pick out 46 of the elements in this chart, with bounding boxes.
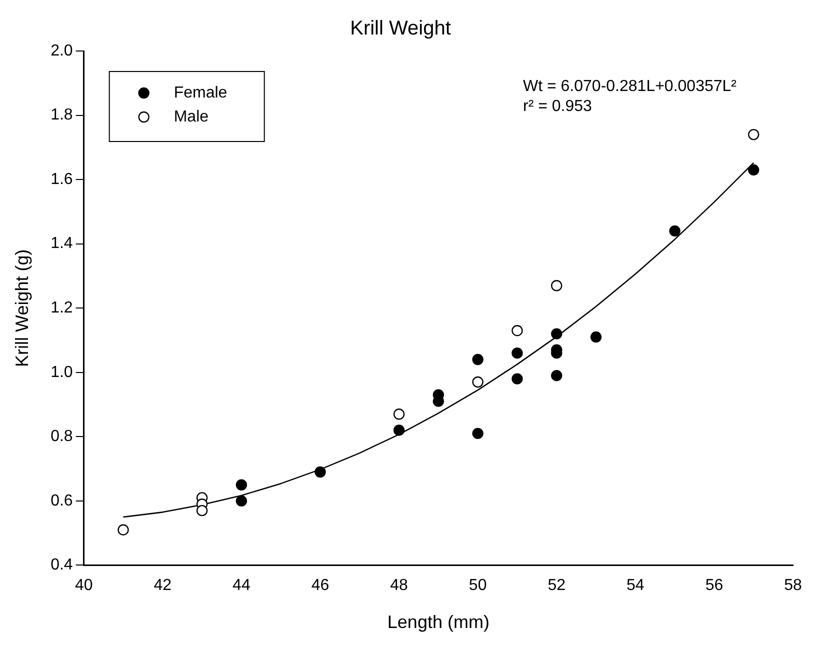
annotation: r² = 0.953 bbox=[523, 98, 592, 115]
x-tick-label: 58 bbox=[784, 577, 802, 594]
point bbox=[512, 347, 523, 359]
y-tick-label: 0.4 bbox=[50, 556, 73, 574]
point bbox=[551, 280, 562, 292]
point bbox=[551, 370, 562, 382]
y-tick-label: 1.2 bbox=[50, 300, 73, 317]
point bbox=[472, 428, 484, 440]
x-tick-label: 56 bbox=[705, 577, 724, 594]
y-axis-title: Krill Weight (g) bbox=[12, 249, 32, 367]
point bbox=[393, 408, 405, 420]
x-tick-label: 48 bbox=[390, 577, 408, 594]
point bbox=[196, 504, 208, 516]
x-tick-label: 46 bbox=[311, 577, 330, 594]
point bbox=[236, 495, 248, 507]
point bbox=[669, 225, 680, 237]
y-tick-label: 1.6 bbox=[50, 170, 73, 188]
legend-label: Male bbox=[174, 108, 209, 126]
point bbox=[512, 373, 523, 384]
point bbox=[512, 324, 523, 336]
y-tick-label: 1.4 bbox=[50, 235, 73, 252]
point bbox=[393, 424, 405, 436]
point bbox=[314, 466, 326, 478]
y-tick-label: 0.8 bbox=[50, 428, 73, 446]
point bbox=[748, 128, 760, 140]
chart-title: Krill Weight bbox=[350, 18, 452, 40]
y-tick-label: 0.6 bbox=[50, 492, 73, 510]
point bbox=[472, 354, 484, 366]
point bbox=[472, 376, 484, 388]
y-tick-label: 1.8 bbox=[50, 106, 73, 124]
y-tick-label: 1.0 bbox=[50, 364, 73, 381]
point bbox=[118, 524, 129, 536]
x-tick-label: 54 bbox=[626, 577, 644, 594]
x-tick-label: 50 bbox=[468, 577, 487, 594]
y-tick-label: 2.0 bbox=[50, 42, 73, 60]
point bbox=[236, 479, 248, 490]
point bbox=[551, 328, 562, 340]
x-tick-label: 52 bbox=[548, 577, 566, 594]
point bbox=[748, 164, 760, 176]
x-axis-title: Length (mm) bbox=[387, 612, 490, 632]
x-tick-label: 44 bbox=[232, 577, 250, 594]
x-tick-label: 42 bbox=[154, 577, 172, 594]
legend-label: Female bbox=[174, 84, 228, 102]
point bbox=[590, 331, 602, 343]
x-tick-label: 40 bbox=[74, 577, 93, 594]
annotation: Wt = 6.070-0.281L+0.00357L² bbox=[523, 78, 738, 95]
